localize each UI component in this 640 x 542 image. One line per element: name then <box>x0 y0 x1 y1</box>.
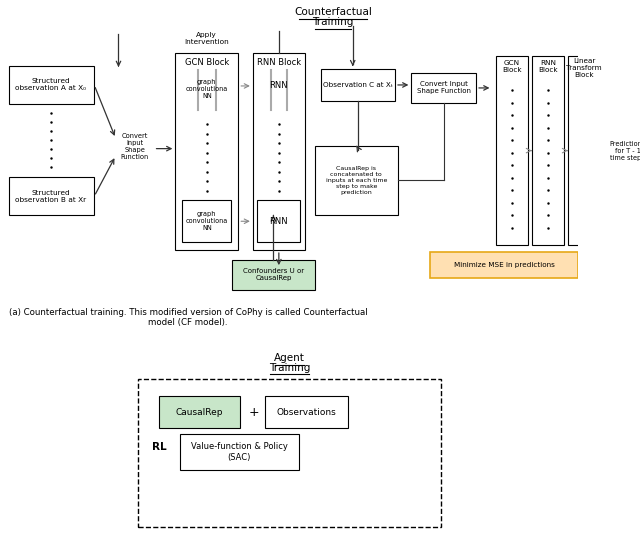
Text: Convert Input
Shape Function: Convert Input Shape Function <box>417 81 470 94</box>
Bar <box>257 201 300 242</box>
Bar <box>412 73 476 103</box>
Bar <box>568 56 600 245</box>
Text: graph
convolutiona
NN: graph convolutiona NN <box>186 211 228 231</box>
Text: Minimize MSE in predictions: Minimize MSE in predictions <box>454 262 554 268</box>
Bar <box>175 53 238 250</box>
Text: Observation C at Xₜ: Observation C at Xₜ <box>323 82 393 88</box>
Bar <box>8 66 94 104</box>
Text: RNN: RNN <box>269 81 288 91</box>
Text: Apply
Intervention: Apply Intervention <box>184 31 229 44</box>
Text: Predictions
for T - 1
time steps: Predictions for T - 1 time steps <box>609 140 640 160</box>
Text: Value-function & Policy
(SAC): Value-function & Policy (SAC) <box>191 442 287 462</box>
Bar <box>159 396 240 428</box>
Bar <box>430 252 578 278</box>
Text: GCN
Block: GCN Block <box>502 60 522 73</box>
Bar <box>321 69 395 101</box>
Text: RL: RL <box>152 442 166 452</box>
Text: Observations: Observations <box>277 408 337 417</box>
Bar <box>253 53 305 250</box>
Text: RNN Block: RNN Block <box>257 57 301 67</box>
Text: +: + <box>248 406 259 419</box>
Text: RNN
Block: RNN Block <box>538 60 558 73</box>
Text: Structured
observation B at Xr: Structured observation B at Xr <box>15 190 86 203</box>
Text: Counterfactual: Counterfactual <box>294 8 372 17</box>
Text: Agent: Agent <box>274 352 305 363</box>
Bar <box>266 396 348 428</box>
Text: RNN: RNN <box>269 217 288 226</box>
Bar <box>496 56 529 245</box>
Bar <box>232 260 315 290</box>
Bar <box>182 201 231 242</box>
Text: CausalRep is
concatenated to
inputs at each time
step to make
prediction: CausalRep is concatenated to inputs at e… <box>326 166 387 195</box>
Text: GCN Block: GCN Block <box>185 57 229 67</box>
Text: Training: Training <box>269 363 310 372</box>
Bar <box>8 177 94 215</box>
Text: Structured
observation A at X₀: Structured observation A at X₀ <box>15 79 86 92</box>
Text: (a) Counterfactual training. This modified version of CoPhy is called Counterfac: (a) Counterfactual training. This modifi… <box>8 308 367 327</box>
Text: Confounders U or
CausalRep: Confounders U or CausalRep <box>243 268 304 281</box>
Bar <box>315 146 397 215</box>
Bar <box>604 101 640 201</box>
Text: Training: Training <box>312 17 353 27</box>
Text: graph
convolutiona
NN: graph convolutiona NN <box>186 79 228 99</box>
Bar <box>532 56 564 245</box>
Bar <box>138 379 441 527</box>
Text: Linear
Transform
Block: Linear Transform Block <box>566 58 602 78</box>
Text: Convert
Input
Shape
Function: Convert Input Shape Function <box>120 133 149 160</box>
Bar <box>180 434 299 470</box>
Text: CausalRep: CausalRep <box>176 408 223 417</box>
